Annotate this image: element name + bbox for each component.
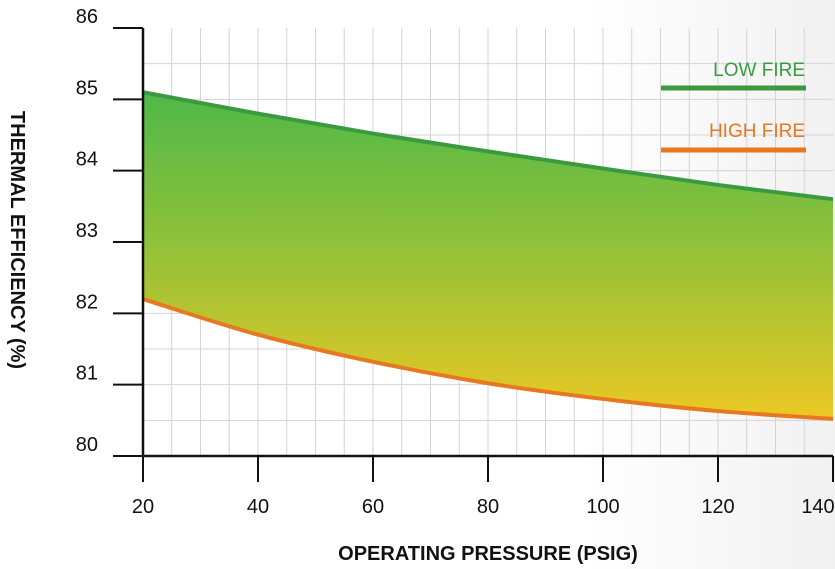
series-lines: [142, 90, 834, 421]
series-line-high-fire: [142, 297, 834, 421]
axes: [113, 27, 834, 482]
y-tick-label: 81: [76, 363, 98, 385]
y-tick-label: 84: [76, 149, 98, 171]
legend: LOW FIRE HIGH FIRE: [661, 60, 806, 153]
y-tick-label: 80: [76, 434, 98, 456]
y-axis-title: THERMAL EFFICIENCY (%): [6, 111, 28, 369]
legend-label-low-fire: LOW FIRE: [713, 60, 805, 81]
x-tick-label: 100: [586, 496, 619, 518]
y-tick-label: 85: [76, 77, 98, 99]
x-tick-label: 20: [132, 496, 154, 518]
legend-label-high-fire: HIGH FIRE: [709, 121, 805, 142]
y-tick-label: 86: [76, 6, 98, 28]
efficiency-band: [143, 92, 833, 419]
tick-labels: 80 81 82 83 84 85 86 20 40 60 80 100 120 140: [76, 6, 835, 518]
x-tick-label: 40: [247, 496, 269, 518]
y-tick-label: 83: [76, 220, 98, 242]
y-tick-label: 82: [76, 291, 98, 313]
x-axis-title: OPERATING PRESSURE (PSIG): [338, 543, 638, 565]
series-line-low-fire: [142, 90, 834, 202]
x-tick-label: 140: [801, 496, 834, 518]
x-tick-label: 120: [701, 496, 734, 518]
x-tick-label: 60: [362, 496, 384, 518]
x-tick-label: 80: [477, 496, 499, 518]
band-fill: [143, 92, 833, 419]
